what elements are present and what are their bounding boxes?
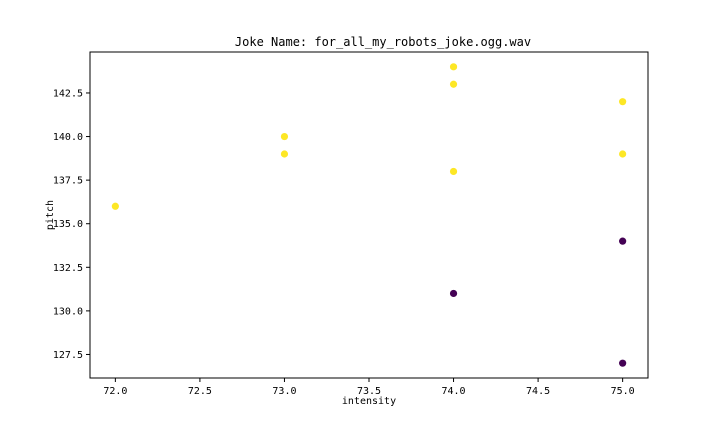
y-tick-label: 140.0 <box>53 132 83 143</box>
chart-title: Joke Name: for_all_my_robots_joke.ogg.wa… <box>235 35 531 49</box>
y-tick-label: 130.0 <box>53 306 83 317</box>
scatter-point-yellow <box>280 132 289 141</box>
scatter-point-yellow <box>619 150 627 158</box>
x-axis-ticks: 72.0 72.5 73.0 73.5 74.0 74.5 75.0 <box>103 378 635 397</box>
x-tick-label: 75.0 <box>611 386 635 397</box>
x-tick-label: 74.0 <box>441 386 465 397</box>
y-tick-label: 127.5 <box>53 350 83 361</box>
y-tick-label: 137.5 <box>53 176 83 187</box>
data-points <box>111 63 627 367</box>
x-tick-label: 74.5 <box>526 386 550 397</box>
x-axis-label: intensity <box>342 396 396 407</box>
x-tick-label: 72.0 <box>103 386 127 397</box>
plot-frame <box>89 51 649 379</box>
scatter-point-purple <box>619 237 627 245</box>
y-tick-label: 132.5 <box>53 263 83 274</box>
scatter-point-yellow <box>449 167 458 176</box>
scatter-point-purple <box>449 289 458 298</box>
x-tick-label: 73.0 <box>272 386 296 397</box>
scatter-point-yellow <box>449 80 458 88</box>
y-axis-label: pitch <box>45 200 56 230</box>
y-tick-label: 135.0 <box>53 219 83 230</box>
scatter-point-yellow <box>280 150 289 158</box>
scatter-point-yellow <box>449 63 458 71</box>
scatter-point-purple <box>619 359 627 367</box>
scatter-point-yellow <box>619 98 627 106</box>
x-tick-label: 72.5 <box>188 386 212 397</box>
plot-area <box>89 51 649 379</box>
x-tick-label: 73.5 <box>357 386 381 397</box>
scatter-point-yellow <box>111 202 119 210</box>
y-tick-label: 142.5 <box>53 88 83 99</box>
y-axis-ticks: 127.5 130.0 132.5 135.0 137.5 140.0 142.5 <box>53 88 90 361</box>
